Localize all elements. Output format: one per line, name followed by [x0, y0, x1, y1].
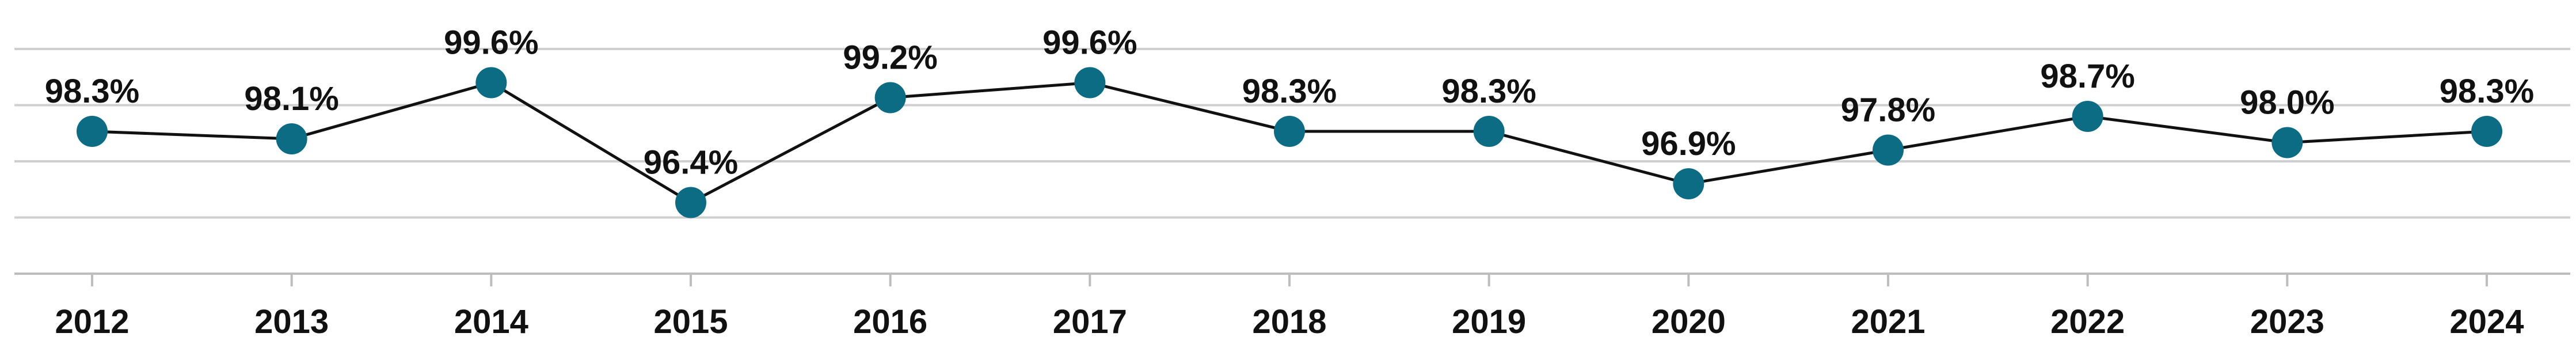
data-point — [77, 116, 108, 147]
data-label: 98.1% — [244, 80, 338, 118]
data-point — [2072, 101, 2103, 132]
x-tick-label: 2013 — [254, 303, 329, 341]
x-tick-label: 2019 — [1452, 303, 1526, 341]
data-label: 98.3% — [1242, 73, 1337, 110]
x-tick-label: 2012 — [55, 303, 129, 341]
x-tick-label: 2022 — [2050, 303, 2125, 341]
x-tick-label: 2021 — [1851, 303, 1925, 341]
x-tick-label: 2024 — [2449, 303, 2524, 341]
x-tick-label: 2017 — [1053, 303, 1127, 341]
data-points — [77, 67, 2502, 218]
x-tick-label: 2015 — [653, 303, 728, 341]
data-label: 96.9% — [1641, 125, 1736, 162]
data-label: 98.3% — [1441, 73, 1536, 110]
x-tick-label: 2016 — [853, 303, 927, 341]
data-labels: 98.3% 98.1% 99.6% 96.4% 99.2% 99.6% 98.3% 98.3%… — [45, 24, 2534, 181]
x-tick-label: 2018 — [1252, 303, 1326, 341]
x-tick-labels: 2012 2013 2014 2015 2016 2017 2018 2019 2020 2021… — [55, 303, 2524, 341]
data-label: 98.3% — [45, 73, 139, 110]
data-label: 99.6% — [1042, 24, 1137, 62]
data-point — [874, 82, 906, 114]
data-point — [1074, 67, 1106, 99]
data-point — [1673, 168, 1704, 199]
data-label: 98.3% — [2440, 73, 2534, 110]
data-point — [1873, 134, 1904, 166]
data-label: 97.8% — [1841, 92, 1935, 129]
data-point — [2271, 127, 2303, 158]
data-point — [276, 123, 307, 154]
data-point — [1473, 116, 1505, 147]
data-point — [2471, 116, 2502, 147]
data-label: 96.4% — [644, 144, 738, 181]
x-tick-label: 2023 — [2250, 303, 2324, 341]
gridlines — [14, 48, 2570, 219]
data-point — [1274, 116, 1305, 147]
x-tick-label: 2014 — [454, 303, 528, 341]
data-point — [675, 187, 706, 218]
data-label: 98.7% — [2040, 58, 2134, 95]
data-label: 99.6% — [444, 24, 538, 62]
data-point — [475, 67, 507, 99]
x-axis — [14, 273, 2570, 286]
data-label: 99.2% — [843, 39, 937, 77]
x-tick-label: 2020 — [1652, 303, 1726, 341]
data-label: 98.0% — [2240, 84, 2334, 122]
